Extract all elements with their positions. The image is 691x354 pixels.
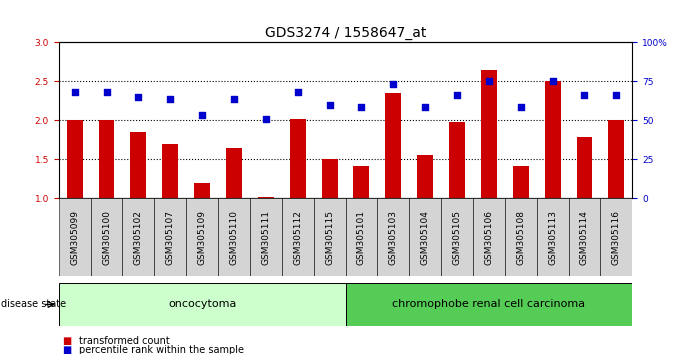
Bar (441, 198, 473, 276)
Bar (600, 198, 632, 276)
Bar (131, 132, 146, 198)
Text: transformed count: transformed count (79, 336, 170, 346)
Bar (162, 144, 178, 198)
Text: GSM305100: GSM305100 (102, 210, 111, 265)
Point (515, 104, 527, 110)
Bar (122, 198, 154, 276)
Bar (409, 198, 441, 276)
Text: GSM305109: GSM305109 (198, 210, 207, 265)
Text: GSM305112: GSM305112 (293, 210, 302, 265)
Text: percentile rank within the sample: percentile rank within the sample (79, 346, 245, 354)
Bar (99, 120, 115, 198)
Text: oncocytoma: oncocytoma (168, 299, 236, 309)
Bar (354, 166, 370, 198)
Bar (59, 198, 91, 276)
Bar (377, 198, 409, 276)
Text: GSM305103: GSM305103 (389, 210, 398, 265)
Bar (545, 81, 560, 198)
Bar (218, 198, 250, 276)
Bar (449, 122, 465, 198)
Point (611, 92, 622, 97)
Bar (91, 198, 122, 276)
Bar (194, 183, 210, 198)
Text: GSM305107: GSM305107 (166, 210, 175, 265)
Bar (321, 159, 337, 198)
Bar (513, 166, 529, 198)
Text: GSM305105: GSM305105 (453, 210, 462, 265)
Text: GSM305104: GSM305104 (421, 210, 430, 265)
Bar (314, 198, 346, 276)
Text: ■: ■ (62, 336, 71, 346)
Text: GSM305106: GSM305106 (484, 210, 493, 265)
Text: GSM305108: GSM305108 (516, 210, 525, 265)
Bar (576, 137, 592, 198)
Point (356, 104, 367, 110)
Text: GSM305113: GSM305113 (548, 210, 557, 265)
Point (388, 81, 399, 87)
Text: GSM305101: GSM305101 (357, 210, 366, 265)
Bar (154, 198, 186, 276)
Bar (505, 198, 537, 276)
Text: GSM305111: GSM305111 (261, 210, 270, 265)
Point (229, 97, 240, 102)
Title: GDS3274 / 1558647_at: GDS3274 / 1558647_at (265, 26, 426, 40)
Bar (282, 198, 314, 276)
Text: ■: ■ (62, 346, 71, 354)
Bar (608, 120, 624, 198)
Text: GSM305116: GSM305116 (612, 210, 621, 265)
Point (261, 116, 272, 122)
Bar (250, 198, 282, 276)
Point (451, 92, 462, 97)
Point (164, 97, 176, 102)
Bar (346, 198, 377, 276)
Bar (226, 148, 242, 198)
Point (196, 112, 207, 118)
Point (324, 102, 335, 108)
Bar (481, 70, 497, 198)
Text: GSM305099: GSM305099 (70, 210, 79, 265)
Bar (537, 198, 569, 276)
Text: GSM305115: GSM305115 (325, 210, 334, 265)
Point (547, 79, 558, 84)
Bar (473, 198, 505, 276)
Bar (386, 93, 401, 198)
Point (579, 92, 590, 97)
Bar (67, 120, 83, 198)
Text: GSM305102: GSM305102 (134, 210, 143, 265)
Bar (59, 283, 346, 326)
Point (292, 89, 303, 95)
Bar (290, 119, 305, 198)
Bar (417, 155, 433, 198)
Bar (258, 197, 274, 198)
Bar (569, 198, 600, 276)
Text: GSM305114: GSM305114 (580, 210, 589, 265)
Text: disease state: disease state (1, 299, 66, 309)
Bar (346, 283, 632, 326)
Point (101, 89, 112, 95)
Point (419, 104, 430, 110)
Bar (186, 198, 218, 276)
Point (133, 94, 144, 100)
Point (69, 89, 80, 95)
Text: GSM305110: GSM305110 (229, 210, 238, 265)
Text: chromophobe renal cell carcinoma: chromophobe renal cell carcinoma (392, 299, 585, 309)
Point (483, 79, 494, 84)
